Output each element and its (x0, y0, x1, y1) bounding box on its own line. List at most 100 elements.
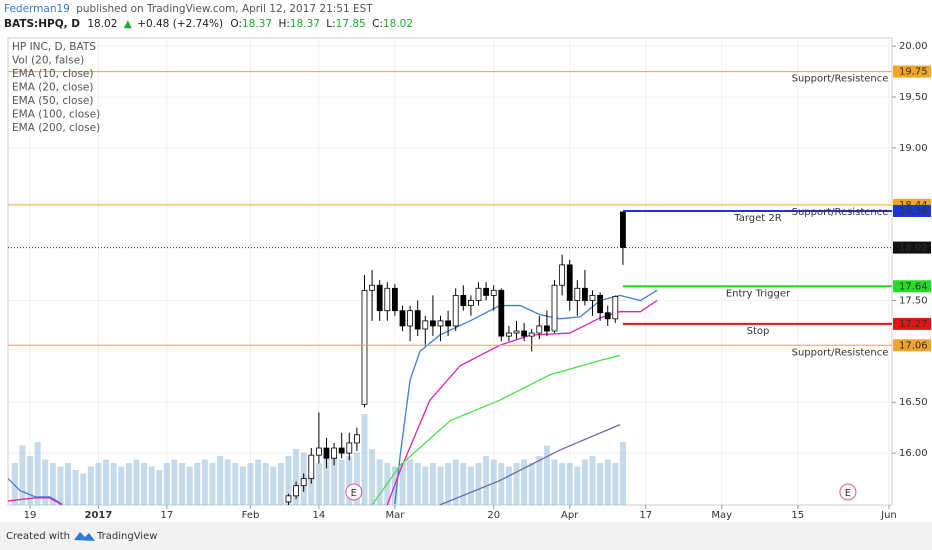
volume-bar (505, 466, 512, 505)
volume-bar (407, 459, 414, 505)
candle-body (331, 447, 337, 459)
candle-body (376, 284, 383, 312)
volume-bar (346, 456, 353, 505)
x-tick-label: 20 (487, 510, 500, 521)
volume-bar (353, 452, 360, 505)
x-tick-label: 15 (791, 510, 804, 521)
volume-bar (87, 466, 94, 505)
legend-entry: EMA (200, close) (12, 122, 100, 134)
last: 18.02 (87, 18, 117, 30)
volume-bar (148, 466, 155, 505)
price-box-label: 17.06 (899, 340, 928, 351)
x-tick-label: 17 (160, 510, 173, 521)
symbol-line: BATS:HPQ, D 18.02 ▲ +0.48 (+2.74%) O:18.… (4, 18, 413, 30)
publish-line: Federman19 published on TradingView.com,… (4, 3, 373, 15)
x-tick-label: Feb (242, 510, 260, 521)
volume-bar (232, 463, 239, 505)
volume-bar (581, 459, 588, 505)
volume-bar (467, 466, 474, 505)
candle-body (521, 330, 528, 337)
volume-bar (262, 463, 269, 505)
author[interactable]: Federman19 (4, 3, 70, 15)
x-tick-label: Jun (880, 510, 897, 521)
price-box (893, 339, 931, 352)
volume-bar (315, 463, 322, 505)
level-label: Stop (747, 326, 770, 337)
candle-body (308, 454, 315, 479)
candle-body (346, 442, 353, 454)
volume-bar (42, 459, 49, 505)
candle-body (414, 310, 421, 330)
ohlc-value: 18.37 (290, 18, 320, 30)
level-label: Support/Resistence (792, 207, 889, 218)
candle-body (422, 320, 429, 330)
y-tick-label: 16.00 (899, 448, 928, 459)
volume-bar (543, 445, 550, 505)
candle-body (300, 478, 307, 487)
candle-body (566, 264, 573, 301)
x-tick-label: Apr (561, 510, 579, 521)
candle-body (559, 264, 566, 286)
volume-bar (255, 459, 262, 505)
volume-bar (619, 442, 626, 505)
ohlc-value: 17.85 (336, 18, 366, 30)
volume-bar (247, 463, 254, 505)
candle-body (604, 312, 611, 320)
footer-bar (0, 522, 932, 550)
candle-body (490, 289, 497, 296)
candle-body (536, 325, 543, 334)
candle-body (551, 284, 558, 332)
volume-bar (331, 452, 338, 505)
candle-body (620, 211, 626, 248)
volume-bar (369, 449, 376, 505)
legend-entry: Vol (20, false) (12, 55, 84, 67)
volume-bar (19, 445, 26, 505)
candle-body (460, 295, 467, 306)
volume-bar (194, 463, 201, 505)
candle-body (582, 287, 588, 301)
candle-body (391, 287, 398, 312)
ohlc-label: C: (372, 18, 383, 30)
volume-bar (361, 414, 368, 505)
legend-entry: EMA (100, close) (12, 109, 100, 121)
volume-bar (11, 463, 18, 505)
volume-bar (65, 463, 72, 505)
footer-brand[interactable]: TradingView (96, 531, 157, 542)
earnings-marker (345, 483, 363, 501)
y-tick-label: 17.50 (899, 295, 928, 306)
volume-bar (80, 473, 87, 505)
ohlc-value: 18.37 (242, 18, 272, 30)
earnings-label: E (351, 488, 357, 499)
symbol: BATS:HPQ, D (4, 18, 80, 30)
x-tick-label: May (711, 510, 732, 521)
volume-bar (559, 463, 566, 505)
price-box-label: 19.75 (899, 67, 928, 78)
volume-bar (171, 459, 178, 505)
volume-bar (597, 463, 604, 505)
candle-body (468, 300, 474, 306)
volume-bar (49, 463, 56, 505)
volume-bar (72, 470, 79, 505)
volume-bar (156, 470, 163, 505)
volume-bar (179, 463, 186, 505)
volume-bar (110, 463, 117, 505)
candle-body (528, 332, 535, 337)
ema-line (371, 354, 621, 505)
candle-body (589, 295, 596, 301)
ohlc-label: H: (278, 18, 289, 30)
volume-bar (125, 463, 132, 505)
volume-bar (589, 456, 596, 505)
x-tick-label: Mar (385, 510, 405, 521)
ohlc-label: L: (326, 18, 335, 30)
volume-bar (95, 463, 102, 505)
candle-body (445, 320, 451, 327)
volume-bar (103, 459, 110, 505)
volume-bar (285, 456, 292, 505)
candle-body (323, 447, 330, 459)
candle-body (399, 310, 406, 327)
volume-bar (163, 463, 170, 505)
volume-bar (224, 459, 231, 505)
level-label: Support/Resistence (792, 74, 889, 85)
